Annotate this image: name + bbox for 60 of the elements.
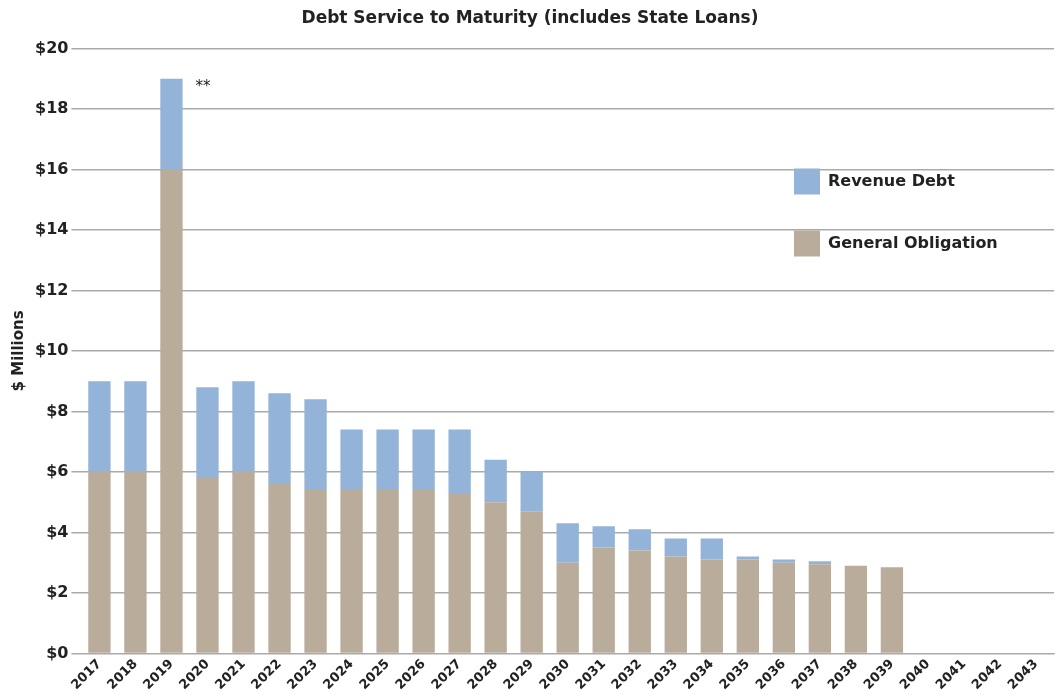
bar [592,526,615,548]
bar [160,169,183,653]
bar [664,556,687,653]
bar [448,429,471,494]
bar [268,393,291,484]
bar [304,490,327,653]
bar [376,429,399,491]
bar [484,502,507,653]
legend-label: General Obligation [828,232,998,252]
bar [196,387,219,478]
y-tick-label: $20 [34,37,69,57]
bar [124,381,147,472]
y-axis-title: $ Millions [8,310,27,392]
bar [844,565,868,653]
y-tick-label: $8 [46,400,69,420]
bar [196,477,219,653]
bar [808,561,832,565]
bar [880,567,904,653]
bar [304,399,327,491]
y-tick-label: $4 [46,521,69,541]
bar [664,538,687,557]
bar [484,459,507,503]
bar [808,564,832,653]
bar [448,493,471,653]
y-tick-label: $18 [34,98,69,118]
y-tick-label: $10 [34,340,69,360]
bar [340,429,363,491]
bar [700,538,723,560]
chart-title: Debt Service to Maturity (includes State Loans) [301,6,759,27]
bar [412,429,435,491]
bar [124,471,147,653]
bar [160,78,183,170]
bar [520,471,543,512]
y-tick-label: $2 [46,582,69,602]
bar [628,550,651,653]
bar [412,490,435,653]
bar [556,562,579,653]
bar [772,562,795,653]
bar [592,547,615,653]
bar [88,471,111,653]
annotation: ** [195,76,211,95]
bar [268,483,291,653]
bar [736,556,759,560]
bar [520,511,543,653]
y-tick-label: $6 [46,461,69,481]
bar [772,559,795,563]
y-tick-label: $14 [34,219,69,239]
bar [556,523,579,563]
bar [376,490,399,653]
y-tick-label: $12 [34,279,69,299]
bar [736,559,759,653]
y-tick-label: $16 [34,158,69,178]
y-tick-label: $0 [46,642,69,662]
bar [628,529,651,551]
bar [232,381,255,472]
legend-label: Revenue Debt [828,170,956,190]
bar [340,490,363,653]
bar [232,471,255,653]
bar [700,559,723,653]
bar [88,381,111,472]
